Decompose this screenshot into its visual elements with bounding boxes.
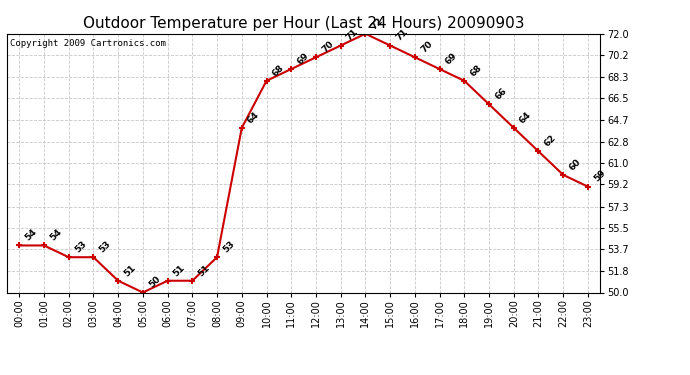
Text: 70: 70	[419, 39, 434, 54]
Text: 62: 62	[542, 134, 558, 148]
Text: 72: 72	[370, 16, 385, 31]
Text: 54: 54	[48, 227, 63, 243]
Text: 54: 54	[23, 227, 39, 243]
Text: 64: 64	[518, 110, 533, 125]
Text: 53: 53	[97, 239, 112, 255]
Text: 50: 50	[147, 274, 162, 290]
Text: 53: 53	[221, 239, 237, 255]
Text: 68: 68	[469, 63, 484, 78]
Text: 59: 59	[592, 169, 607, 184]
Title: Outdoor Temperature per Hour (Last 24 Hours) 20090903: Outdoor Temperature per Hour (Last 24 Ho…	[83, 16, 524, 31]
Text: 60: 60	[567, 157, 582, 172]
Text: 53: 53	[73, 239, 88, 255]
Text: 51: 51	[197, 263, 212, 278]
Text: 70: 70	[320, 39, 335, 54]
Text: 51: 51	[172, 263, 187, 278]
Text: 66: 66	[493, 86, 509, 102]
Text: 71: 71	[345, 27, 360, 43]
Text: 69: 69	[295, 51, 310, 66]
Text: 71: 71	[394, 27, 410, 43]
Text: 64: 64	[246, 110, 262, 125]
Text: 68: 68	[270, 63, 286, 78]
Text: 51: 51	[122, 263, 137, 278]
Text: 69: 69	[444, 51, 459, 66]
Text: Copyright 2009 Cartronics.com: Copyright 2009 Cartronics.com	[10, 39, 166, 48]
